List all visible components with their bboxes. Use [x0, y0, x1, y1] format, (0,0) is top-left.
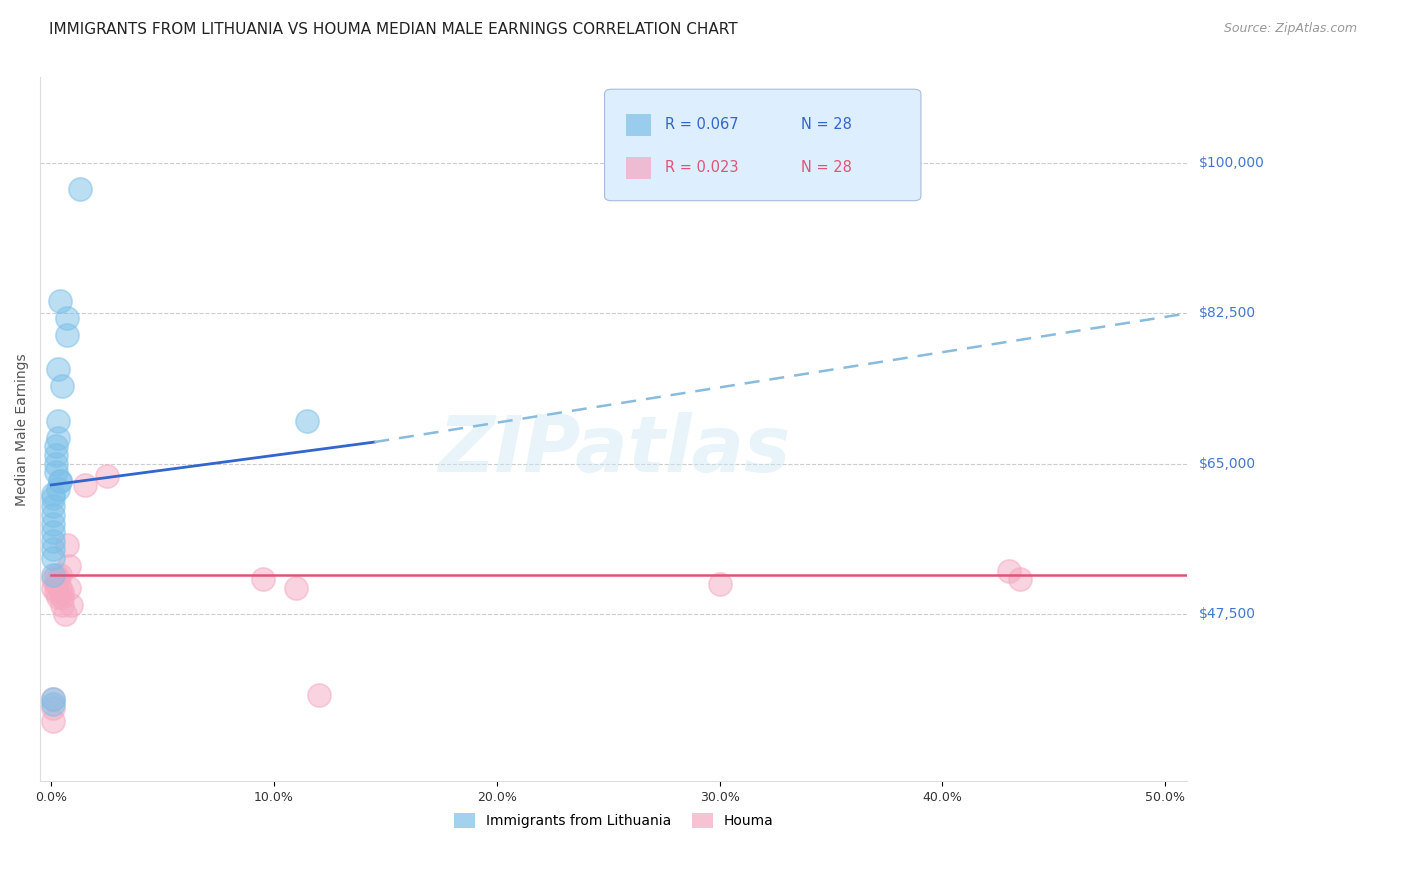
- Text: $82,500: $82,500: [1198, 306, 1256, 320]
- Point: [42, 500, 65, 514]
- Point: [49, 293, 72, 308]
- Point: [42, 692, 65, 706]
- Point: [42, 701, 65, 715]
- Text: $100,000: $100,000: [1198, 156, 1264, 170]
- Point: [45, 576, 67, 591]
- Point: [73, 478, 96, 492]
- Point: [58, 581, 80, 595]
- Point: [49, 581, 72, 595]
- Point: [49, 474, 72, 488]
- Point: [709, 576, 731, 591]
- Point: [42, 697, 65, 711]
- Point: [42, 516, 65, 531]
- Point: [46, 362, 69, 376]
- Point: [42, 486, 65, 500]
- Point: [69, 182, 91, 196]
- Point: [45, 568, 67, 582]
- Text: IMMIGRANTS FROM LITHUANIA VS HOUMA MEDIAN MALE EARNINGS CORRELATION CHART: IMMIGRANTS FROM LITHUANIA VS HOUMA MEDIA…: [49, 22, 738, 37]
- Point: [42, 572, 65, 586]
- Point: [45, 448, 67, 462]
- Point: [56, 538, 79, 552]
- Point: [42, 550, 65, 565]
- Point: [46, 431, 69, 445]
- Point: [308, 688, 330, 702]
- Point: [285, 581, 308, 595]
- Point: [51, 590, 73, 604]
- Y-axis label: Median Male Earnings: Median Male Earnings: [15, 353, 30, 506]
- Point: [297, 414, 319, 428]
- Point: [46, 572, 69, 586]
- Point: [42, 692, 65, 706]
- Point: [49, 474, 72, 488]
- Text: Source: ZipAtlas.com: Source: ZipAtlas.com: [1223, 22, 1357, 36]
- Legend: Immigrants from Lithuania, Houma: Immigrants from Lithuania, Houma: [449, 808, 779, 834]
- Text: ZIPatlas: ZIPatlas: [437, 412, 790, 488]
- Point: [42, 491, 65, 505]
- Text: $47,500: $47,500: [1198, 607, 1256, 621]
- Point: [42, 714, 65, 728]
- Point: [998, 564, 1021, 578]
- Point: [51, 598, 73, 612]
- Point: [46, 590, 69, 604]
- Point: [56, 327, 79, 342]
- Point: [42, 508, 65, 522]
- Point: [42, 568, 65, 582]
- Text: N = 28: N = 28: [801, 160, 852, 175]
- Point: [42, 542, 65, 557]
- Point: [46, 482, 69, 496]
- Point: [49, 568, 72, 582]
- Point: [56, 310, 79, 325]
- Point: [45, 465, 67, 479]
- Point: [45, 585, 67, 599]
- Text: N = 28: N = 28: [801, 117, 852, 132]
- Point: [252, 572, 274, 586]
- Text: R = 0.023: R = 0.023: [665, 160, 738, 175]
- Point: [51, 585, 73, 599]
- Text: $65,000: $65,000: [1198, 457, 1256, 470]
- Point: [42, 533, 65, 548]
- Text: R = 0.067: R = 0.067: [665, 117, 738, 132]
- Point: [46, 414, 69, 428]
- Point: [42, 525, 65, 540]
- Point: [45, 457, 67, 471]
- Point: [45, 439, 67, 453]
- Point: [42, 581, 65, 595]
- Point: [1010, 572, 1032, 586]
- Point: [96, 469, 118, 483]
- Point: [58, 559, 80, 574]
- Point: [60, 598, 83, 612]
- Point: [51, 379, 73, 393]
- Point: [53, 607, 76, 621]
